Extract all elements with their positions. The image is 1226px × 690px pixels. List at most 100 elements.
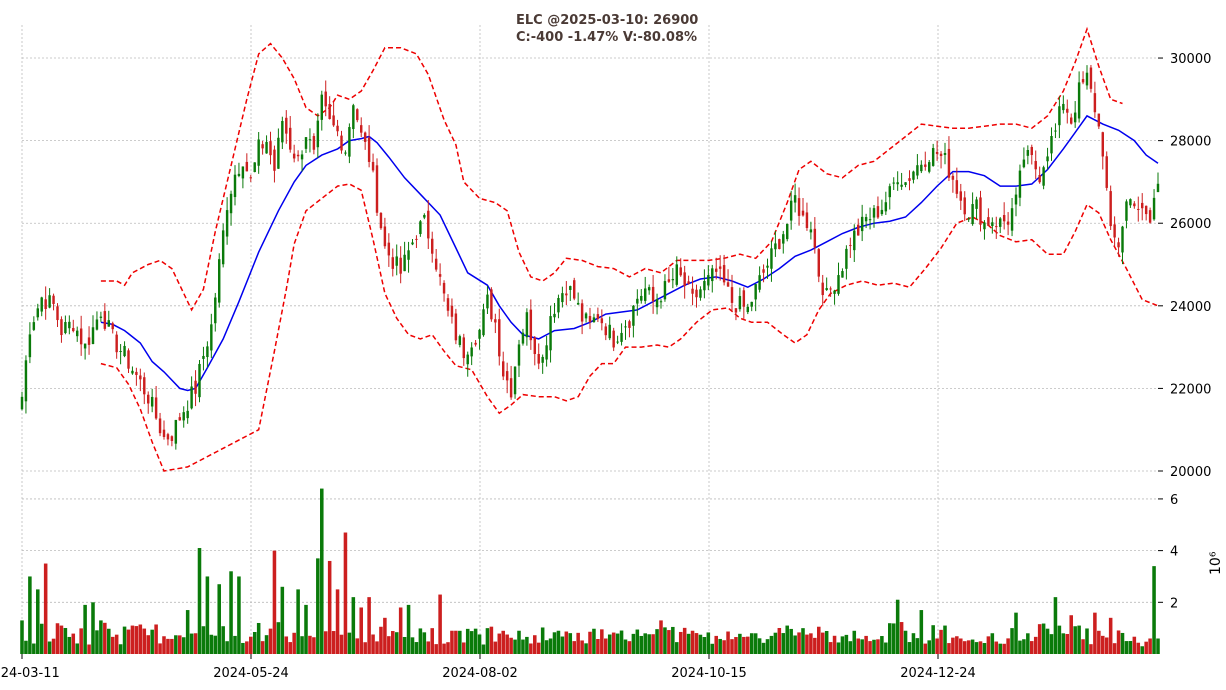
volume-bar	[1010, 628, 1014, 654]
candle-body	[675, 264, 678, 285]
candle-body	[588, 316, 592, 322]
candle-body	[379, 212, 383, 229]
volume-bars	[20, 488, 1160, 654]
candle-body	[959, 191, 962, 201]
candle-body	[269, 141, 272, 156]
volume-bar	[426, 641, 431, 654]
candle-body	[1081, 79, 1085, 83]
volume-bar	[150, 629, 154, 654]
candle-body	[166, 434, 170, 440]
candle-body	[28, 334, 32, 358]
candles	[20, 64, 1160, 450]
candle-body	[450, 305, 454, 317]
volume-bar	[726, 631, 730, 654]
candle-body	[884, 202, 888, 212]
volume-bar	[146, 635, 150, 654]
volume-bar	[974, 642, 979, 654]
volume-bar	[351, 597, 356, 654]
volume-bar	[454, 630, 458, 654]
volume-bar	[631, 633, 636, 654]
candle-body	[853, 230, 856, 251]
candle-body	[695, 289, 698, 298]
volume-bar	[1022, 639, 1026, 654]
candle-body	[170, 436, 174, 441]
volume-bar	[651, 634, 655, 654]
volume-bar	[718, 638, 722, 654]
candle-body	[95, 319, 99, 330]
volume-bar	[746, 636, 750, 654]
lower-band-line	[100, 183, 1159, 472]
candle-body	[888, 186, 891, 198]
candle-body	[233, 174, 237, 198]
price-tick-label: 26000	[1170, 217, 1211, 232]
candle-body	[600, 318, 604, 324]
volume-bar	[367, 597, 371, 654]
volume-bar	[986, 636, 991, 654]
candle-body	[703, 280, 706, 291]
volume-bar	[659, 620, 663, 654]
volume-bar	[564, 631, 569, 654]
volume-bar	[931, 625, 935, 654]
candle-body	[221, 230, 225, 265]
candle-body	[356, 109, 359, 121]
candle-body	[312, 136, 316, 150]
candle-body	[1141, 202, 1144, 209]
candle-body	[198, 363, 201, 398]
candle-body	[766, 265, 769, 268]
candle-body	[292, 153, 296, 159]
volume-bar	[221, 626, 225, 654]
candle-body	[1105, 156, 1108, 188]
candle-body	[778, 239, 781, 249]
volume-bar	[59, 625, 64, 654]
volume-bar	[749, 633, 754, 654]
candle-body	[663, 281, 667, 300]
candle-body	[1010, 208, 1014, 231]
candle-body	[1034, 161, 1037, 170]
volume-bar	[28, 576, 32, 654]
volume-bar	[71, 633, 76, 654]
candle-body	[285, 117, 288, 134]
candle-body	[939, 153, 943, 157]
volume-tick-label: 4	[1170, 545, 1178, 560]
volume-bar	[256, 622, 261, 654]
candle-body	[1137, 208, 1140, 210]
candle-body	[722, 265, 726, 283]
volume-bar	[359, 607, 363, 654]
candle-body	[849, 245, 852, 247]
volume-bar	[197, 548, 202, 654]
candle-body	[857, 224, 860, 236]
volume-bar	[576, 632, 580, 654]
volume-bar	[548, 638, 553, 654]
candle-body	[1050, 136, 1053, 154]
volume-bar	[107, 628, 111, 654]
volume-bar	[418, 628, 423, 654]
candle-body	[486, 294, 489, 309]
candle-body	[332, 115, 335, 126]
volume-bar	[1112, 643, 1117, 654]
volume-bar	[103, 622, 107, 654]
candle-body	[612, 330, 615, 348]
candle-body	[1058, 106, 1061, 126]
candle-body	[569, 286, 572, 290]
volume-bar	[95, 630, 99, 654]
candle-body	[584, 313, 588, 319]
volume-bar	[24, 640, 28, 654]
volume-bar	[947, 643, 951, 654]
volume-bar	[39, 623, 44, 654]
candle-body	[707, 275, 710, 286]
volume-bar	[1037, 624, 1042, 654]
candle-body	[273, 149, 276, 171]
candle-body	[505, 371, 509, 381]
volume-bar	[615, 633, 620, 654]
volume-bar	[166, 638, 170, 654]
candle-body	[415, 238, 418, 240]
chart-title: ELC @2025-03-10: 26900 C:-400 -1.47% V:-…	[516, 12, 698, 46]
volume-bar	[1116, 630, 1121, 654]
volume-bar	[927, 640, 931, 654]
volume-bar	[130, 625, 135, 654]
volume-bar	[536, 642, 541, 654]
volume-bar	[493, 641, 498, 654]
volume-bar	[639, 635, 644, 654]
candle-body	[667, 279, 671, 282]
volume-bar	[193, 633, 198, 654]
